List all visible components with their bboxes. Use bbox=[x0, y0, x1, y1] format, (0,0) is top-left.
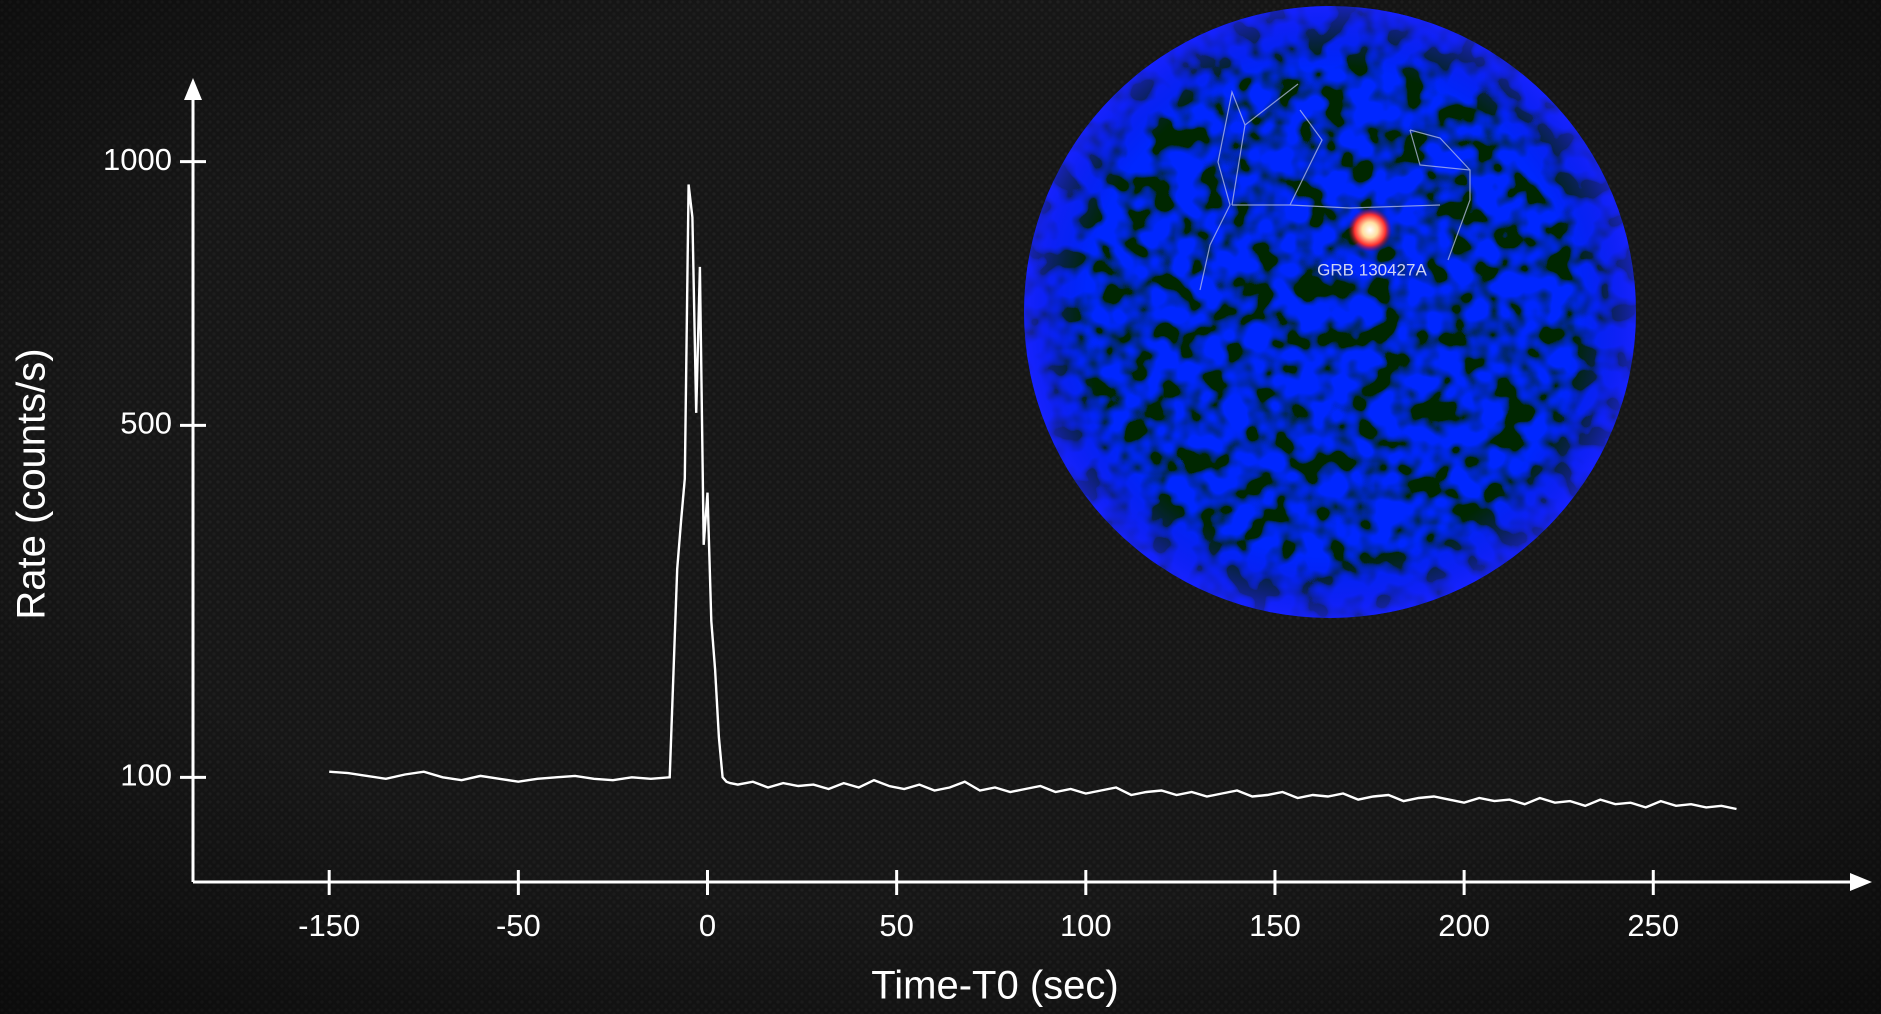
sky-rim bbox=[1024, 6, 1636, 618]
y-arrow bbox=[184, 78, 202, 100]
y-axis-title: Rate (counts/s) bbox=[10, 348, 54, 619]
y-tick-label: 1000 bbox=[103, 142, 172, 177]
x-tick-label: 200 bbox=[1438, 908, 1490, 943]
x-tick-label: -150 bbox=[298, 908, 360, 943]
y-tick-label: 500 bbox=[120, 406, 172, 441]
inset-label: GRB 130427A bbox=[1317, 260, 1427, 279]
x-tick-label: 100 bbox=[1060, 908, 1112, 943]
sky-map: GRB 130427A bbox=[1024, 6, 1636, 618]
axes bbox=[191, 92, 1850, 884]
x-tick-label: 0 bbox=[699, 908, 716, 943]
y-tick-label: 100 bbox=[120, 758, 172, 793]
x-tick-label: 50 bbox=[879, 908, 913, 943]
x-tick-label: 150 bbox=[1249, 908, 1301, 943]
x-tick-label: -50 bbox=[496, 908, 541, 943]
constellations bbox=[1199, 83, 1471, 291]
x-axis-title: Time-T0 (sec) bbox=[871, 964, 1118, 1008]
grb-source bbox=[1348, 208, 1392, 252]
x-arrow bbox=[1850, 873, 1872, 891]
light-curve bbox=[329, 184, 1737, 811]
x-tick-label: 250 bbox=[1627, 908, 1679, 943]
